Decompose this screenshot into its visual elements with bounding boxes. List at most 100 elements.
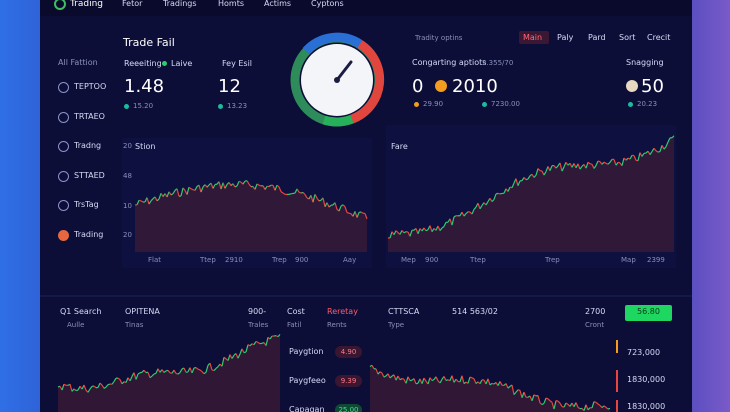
- sub: 29.90: [414, 101, 443, 108]
- decor-line: [665, 141, 669, 148]
- decor-line: [427, 377, 431, 385]
- decor-line: [389, 231, 393, 239]
- decor-line: [364, 213, 368, 220]
- tab[interactable]: Main: [523, 33, 543, 42]
- decor: [334, 77, 340, 83]
- decor-line: [383, 375, 387, 378]
- decor-line: [569, 162, 573, 168]
- gauge: [290, 32, 385, 127]
- badge-text: Laive: [171, 59, 193, 68]
- decor-line: [559, 162, 563, 172]
- tab[interactable]: Pard: [588, 33, 606, 42]
- axis-label: 10: [123, 202, 132, 210]
- decor-line: [399, 230, 403, 235]
- decor-line: [469, 376, 473, 379]
- decor-line: [585, 162, 589, 169]
- section-label: Snagging: [626, 58, 664, 67]
- sidebar-item[interactable]: STTAED: [74, 170, 105, 180]
- decor-line: [377, 371, 381, 375]
- column-sub: Trales: [248, 321, 269, 329]
- decor-line: [463, 381, 467, 385]
- decor-line: [262, 185, 266, 190]
- decor-line: [101, 384, 105, 389]
- decor-line: [533, 174, 537, 178]
- decor-line: [111, 381, 115, 385]
- decor-line: [198, 184, 202, 193]
- decor-line: [523, 176, 527, 181]
- decor-line: [387, 373, 391, 379]
- nav-item[interactable]: Homts: [218, 0, 245, 8]
- section-label: Congarting aptiots: [412, 58, 487, 67]
- decor-line: [407, 376, 411, 381]
- decor-line: [441, 226, 445, 229]
- decor-line: [485, 201, 489, 206]
- decor-line: [388, 135, 674, 252]
- sidebar-item[interactable]: Tradng: [74, 141, 102, 150]
- decor-line: [495, 192, 499, 195]
- decor-line: [451, 216, 455, 226]
- decor-line: [77, 385, 81, 391]
- decor-line: [511, 384, 515, 395]
- decor-line: [328, 204, 332, 208]
- column-head: CTTSCA: [388, 307, 420, 316]
- decor-line: [138, 199, 142, 202]
- sidebar-item[interactable]: TrsTag: [74, 200, 99, 209]
- decor-line: [248, 183, 252, 188]
- decor-line: [533, 394, 537, 397]
- decor-line: [63, 383, 67, 386]
- search[interactable]: Q1 Search: [60, 307, 102, 316]
- column-sub: Tinas: [125, 321, 144, 329]
- sidebar-icon: [58, 82, 69, 93]
- column-head: 514 563/02: [452, 307, 498, 316]
- decor-line: [583, 404, 587, 411]
- decor-line: [555, 165, 559, 169]
- action-button[interactable]: 56.80: [637, 307, 660, 316]
- tab[interactable]: Sort: [619, 33, 636, 42]
- decor-line: [186, 187, 190, 195]
- sidebar-item[interactable]: TEPTOO: [74, 82, 107, 91]
- tab[interactable]: Crecit: [647, 33, 671, 42]
- decor-line: [149, 375, 153, 379]
- decor-line: [276, 184, 280, 188]
- decor-line: [507, 186, 511, 192]
- decor-line: [282, 192, 286, 195]
- decor-line: [489, 382, 493, 386]
- sidebar-item[interactable]: Trading: [74, 229, 104, 239]
- nav-item[interactable]: Tradings: [163, 0, 197, 8]
- decor-line: [437, 225, 441, 231]
- nav-item[interactable]: Fetor: [122, 0, 143, 8]
- decor-line: [429, 377, 433, 381]
- decor-line: [147, 372, 151, 378]
- decor-line: [639, 152, 643, 157]
- decor-line: [399, 378, 403, 381]
- sub: 20.23: [628, 101, 657, 108]
- decor-line: [539, 402, 543, 406]
- decor-line: [663, 146, 667, 150]
- decor-line: [397, 375, 401, 381]
- decor-line: [195, 367, 199, 370]
- decor: [322, 114, 354, 127]
- decor-line: [277, 333, 281, 338]
- decor-line: [461, 211, 465, 217]
- decor-line: [607, 161, 611, 165]
- decor-line: [515, 389, 519, 393]
- tab[interactable]: Paly: [557, 33, 574, 42]
- decor-line: [615, 162, 619, 166]
- decor-line: [463, 213, 467, 217]
- decor-line: [135, 373, 139, 380]
- decor-line: [389, 375, 393, 379]
- tab-active-bg: [519, 31, 549, 44]
- nav-item[interactable]: Actims: [264, 0, 292, 8]
- decor-line: [167, 369, 171, 374]
- decor-line: [597, 160, 601, 163]
- nav-item[interactable]: Cyptons: [311, 0, 344, 8]
- decor-line: [133, 372, 137, 380]
- decor-line: [597, 403, 601, 406]
- sidebar-item[interactable]: TRTAEO: [74, 111, 105, 121]
- decor-line: [511, 182, 515, 188]
- decor-line: [298, 191, 302, 194]
- decor-line: [443, 222, 447, 227]
- decor-line: [246, 180, 250, 185]
- badge: Laive: [162, 60, 192, 68]
